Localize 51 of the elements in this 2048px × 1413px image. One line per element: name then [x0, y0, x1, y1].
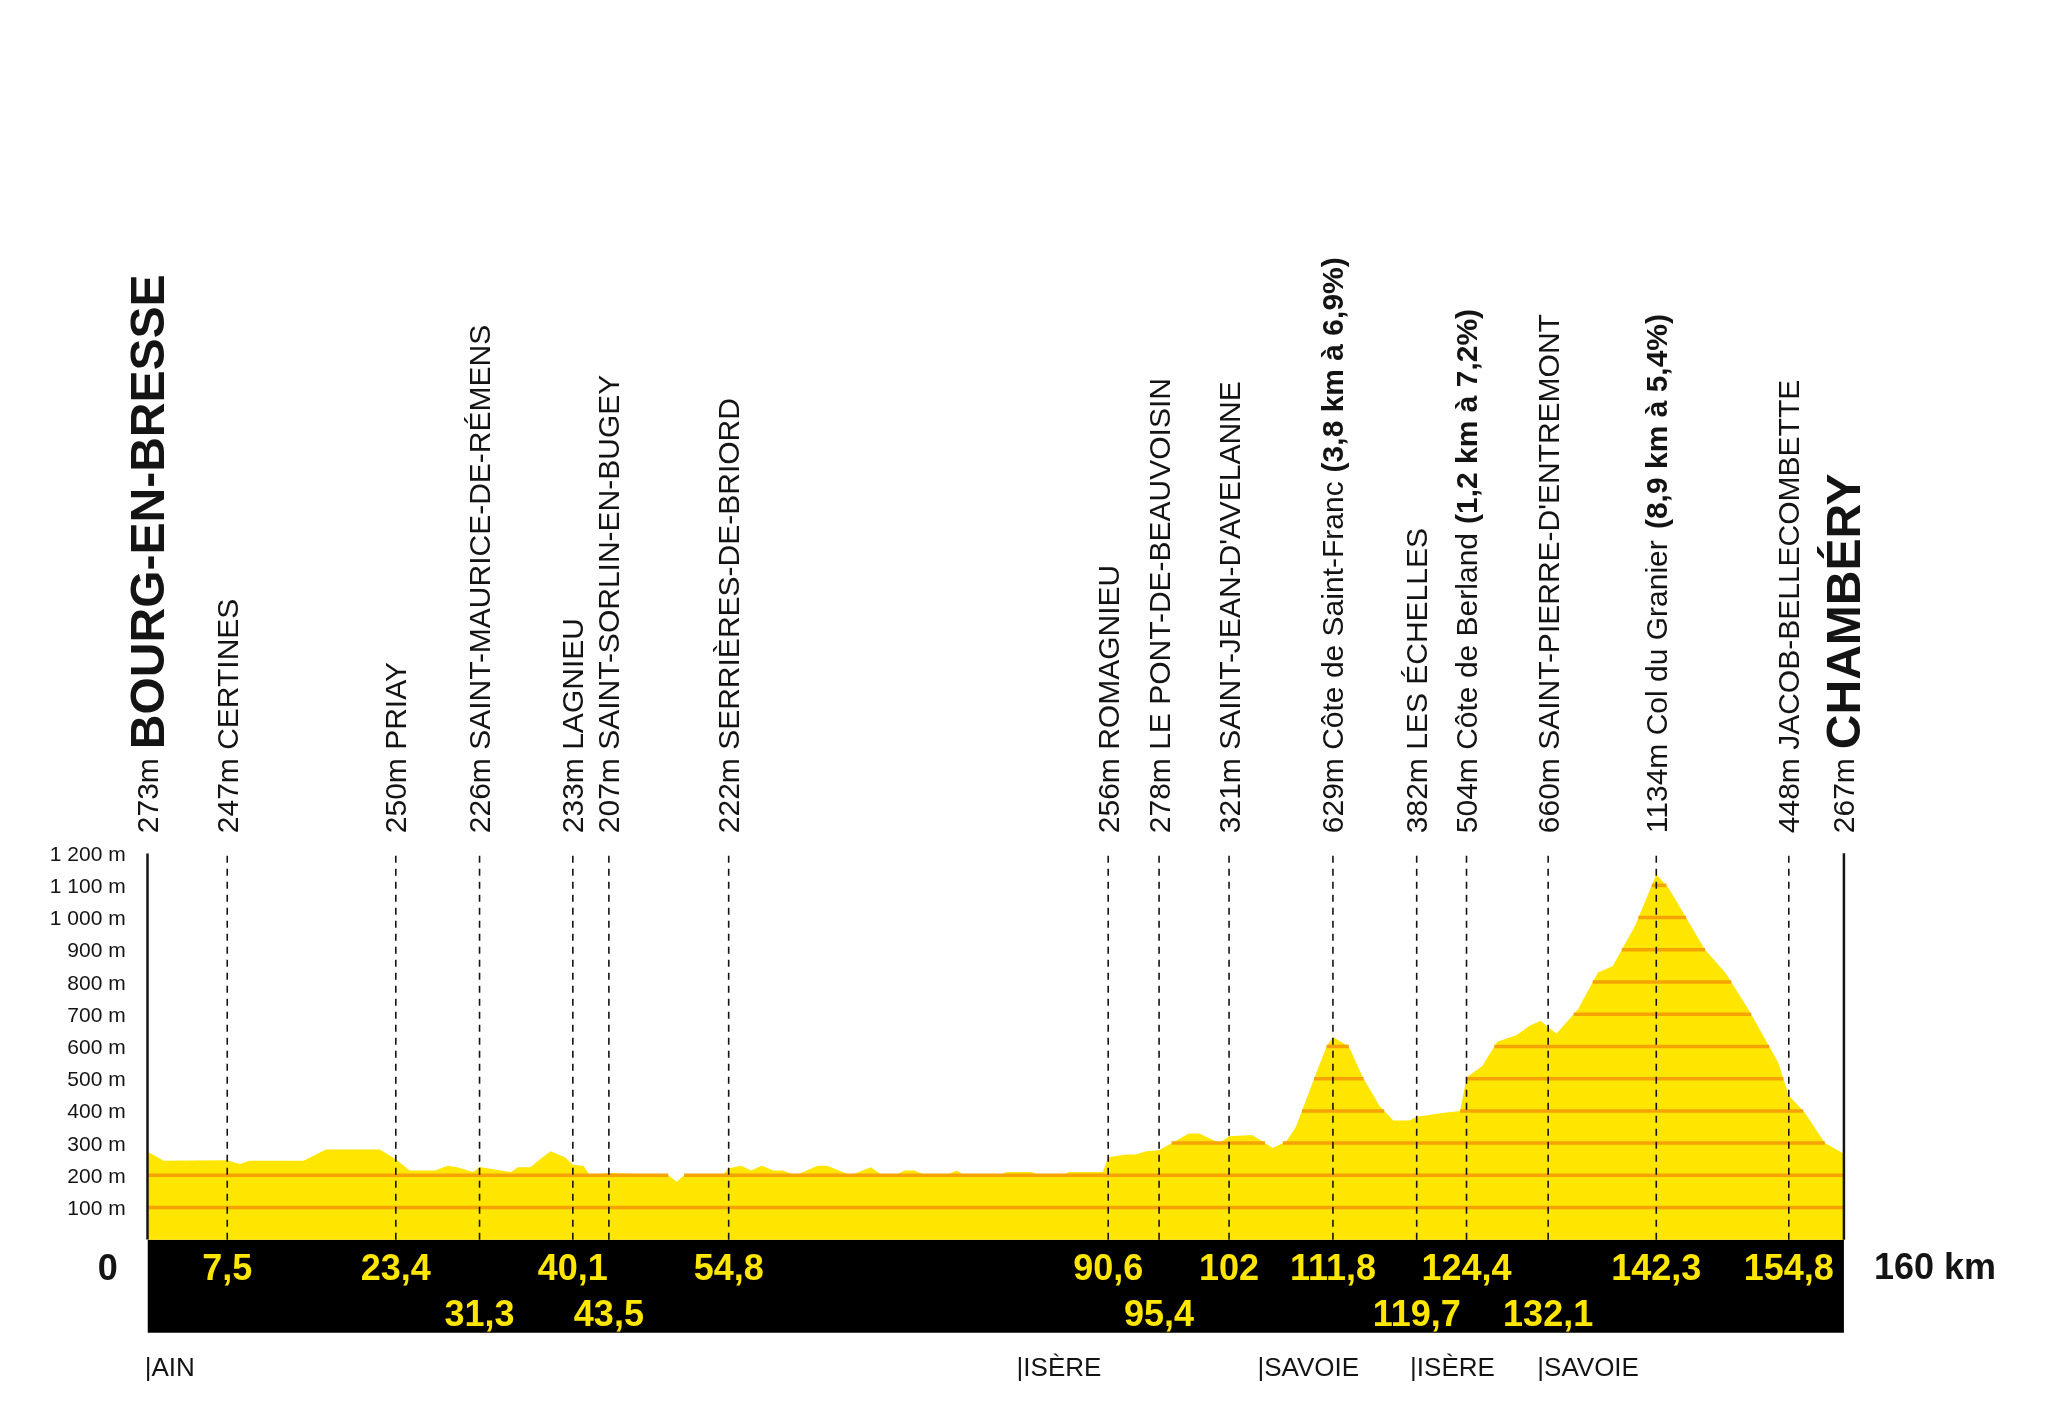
y-tick-label: 700 m [67, 1002, 126, 1026]
ref-line-label: 278m LE PONT-DE-BEAUVOISIN [1142, 378, 1176, 834]
ref-line-label: 207m SAINT-SORLIN-EN-BUGEY [592, 374, 626, 834]
y-tick-label: 200 m [67, 1163, 126, 1187]
ref-line-label: 660m SAINT-PIERRE-D'ENTREMONT [1531, 314, 1565, 834]
text: 0 [97, 1246, 118, 1288]
ref-line-label: 226m SAINT-MAURICE-DE-RÉMENS [463, 324, 497, 834]
x-tick-label: 111,8 [1289, 1246, 1377, 1288]
ref-line-label: 448m JACOB-BELLECOMBETTE [1772, 379, 1806, 834]
text: 267m CHAMBÉRY [1817, 473, 1871, 834]
text: |SAVOIE [1257, 1351, 1360, 1382]
text: |ISÈRE [1410, 1351, 1495, 1382]
y-tick-label: 1 000 m [49, 906, 126, 930]
x-tick-label: 7,5 [202, 1246, 253, 1288]
ref-line-label: 222m SERRIÈRES-DE-BRIORD [712, 398, 746, 834]
x2-tick-label: 31,3 [444, 1292, 515, 1334]
y-tick-label: 100 m [67, 1196, 126, 1220]
ref-line-label: 233m LAGNIEU [556, 618, 590, 834]
y-tick-label: 500 m [67, 1067, 126, 1091]
y-tick-label: 900 m [67, 938, 126, 962]
x-tick-label: 102 [1199, 1246, 1260, 1288]
x-tick-label: 154,8 [1743, 1246, 1834, 1288]
x2-tick-label: 119,7 [1372, 1292, 1461, 1334]
ref-line-label: 256m ROMAGNIEU [1091, 564, 1125, 834]
x-tick-label: 142,3 [1611, 1246, 1702, 1288]
x-tick-label: 23,4 [360, 1246, 431, 1288]
x-tick-label: 54,8 [693, 1246, 764, 1288]
y-tick-label: 400 m [67, 1099, 126, 1123]
text: 160 km [1873, 1246, 1997, 1288]
x2-tick-label: 132,1 [1503, 1292, 1594, 1334]
ref-line-label: 250m PRIAY [379, 662, 413, 834]
text: 1134m Col du Granier (8,9 km à 5,4%) [1639, 313, 1673, 834]
text: 273m BOURG-EN-BRESSE [121, 274, 175, 834]
y-tick-label: 1 100 m [49, 873, 126, 897]
x-tick-label: 90,6 [1073, 1246, 1144, 1288]
text: |AIN [144, 1351, 195, 1382]
text: |SAVOIE [1537, 1351, 1639, 1382]
y-tick-label: 300 m [67, 1131, 126, 1155]
y-tick-label: 1 200 m [49, 841, 126, 865]
x-tick-label: 40,1 [537, 1246, 608, 1288]
ref-line-label: 247m CERTINES [210, 598, 244, 834]
text: 629m Côte de Saint-Franc (3,8 km à 6,9%) [1316, 257, 1350, 834]
ref-line-label: 321m SAINT-JEAN-D'AVELANNE [1212, 381, 1246, 834]
text: 504m Côte de Berland (1,2 km à 7,2%) [1450, 308, 1484, 834]
x2-tick-label: 43,5 [573, 1292, 644, 1334]
y-tick-label: 600 m [67, 1034, 126, 1058]
x2-tick-label: 95,4 [1124, 1292, 1195, 1334]
text: |ISÈRE [1016, 1351, 1102, 1382]
y-tick-label: 800 m [67, 970, 126, 994]
x-tick-label: 124,4 [1421, 1246, 1512, 1288]
ref-line-label: 382m LES ÉCHELLES [1400, 528, 1434, 834]
